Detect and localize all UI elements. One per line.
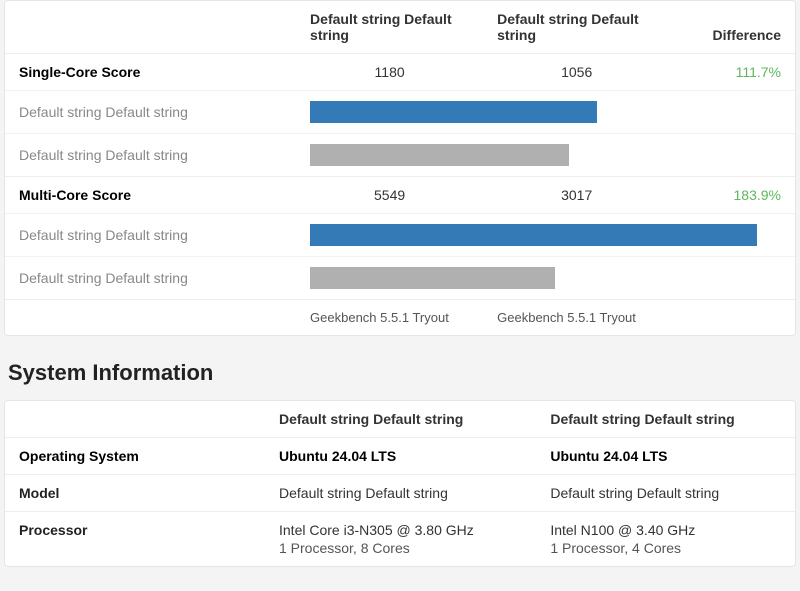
multi-core-bar-b-label: Default string Default string xyxy=(5,257,296,300)
scores-table: Default string Default string Default st… xyxy=(5,1,795,335)
sysinfo-processor-label: Processor xyxy=(5,512,265,567)
page: Default string Default string Default st… xyxy=(0,0,800,567)
sysinfo-processor-b-line2: 1 Processor, 4 Cores xyxy=(550,540,781,556)
sysinfo-model-b: Default string Default string xyxy=(536,475,795,512)
scores-header-blank xyxy=(5,1,296,54)
scores-header-system-b: Default string Default string xyxy=(483,1,670,54)
single-core-value-a: 1180 xyxy=(296,54,483,91)
single-core-bar-b-cell xyxy=(296,134,795,177)
single-core-bar-b-track xyxy=(310,144,781,166)
multi-core-bar-a-row: Default string Default string xyxy=(5,214,795,257)
multi-core-value-b: 3017 xyxy=(483,177,670,214)
scores-footer-b: Geekbench 5.5.1 Tryout xyxy=(483,300,670,336)
single-core-bar-b-label: Default string Default string xyxy=(5,134,296,177)
single-core-bar-a-track xyxy=(310,101,781,123)
multi-core-bar-a-label: Default string Default string xyxy=(5,214,296,257)
scores-card: Default string Default string Default st… xyxy=(4,0,796,336)
multi-core-bar-b-row: Default string Default string xyxy=(5,257,795,300)
scores-footer-a: Geekbench 5.5.1 Tryout xyxy=(296,300,483,336)
multi-core-label: Multi-Core Score xyxy=(5,177,296,214)
sysinfo-header-b: Default string Default string xyxy=(536,401,795,438)
system-info-card: Default string Default string Default st… xyxy=(4,400,796,567)
scores-footer-row: Geekbench 5.5.1 Tryout Geekbench 5.5.1 T… xyxy=(5,300,795,336)
sysinfo-processor-a: Intel Core i3-N305 @ 3.80 GHz 1 Processo… xyxy=(265,512,536,567)
sysinfo-os-a: Ubuntu 24.04 LTS xyxy=(265,438,536,475)
multi-core-value-a: 5549 xyxy=(296,177,483,214)
multi-core-diff: 183.9% xyxy=(670,177,795,214)
single-core-diff: 111.7% xyxy=(670,54,795,91)
multi-core-bar-b-cell xyxy=(296,257,795,300)
sysinfo-os-label: Operating System xyxy=(5,438,265,475)
scores-footer-blank xyxy=(5,300,296,336)
multi-core-row: Multi-Core Score 5549 3017 183.9% xyxy=(5,177,795,214)
sysinfo-model-label: Model xyxy=(5,475,265,512)
single-core-bar-a-cell xyxy=(296,91,795,134)
multi-core-bar-b-track xyxy=(310,267,781,289)
single-core-bar-a-label: Default string Default string xyxy=(5,91,296,134)
sysinfo-processor-row: Processor Intel Core i3-N305 @ 3.80 GHz … xyxy=(5,512,795,567)
sysinfo-os-b: Ubuntu 24.04 LTS xyxy=(536,438,795,475)
sysinfo-header-row: Default string Default string Default st… xyxy=(5,401,795,438)
single-core-bar-a-fill xyxy=(310,101,597,123)
multi-core-bar-a-track xyxy=(310,224,781,246)
scores-header-difference: Difference xyxy=(670,1,795,54)
single-core-bar-b-row: Default string Default string xyxy=(5,134,795,177)
scores-footer-blank2 xyxy=(670,300,795,336)
sysinfo-model-row: Model Default string Default string Defa… xyxy=(5,475,795,512)
single-core-label: Single-Core Score xyxy=(5,54,296,91)
sysinfo-os-row: Operating System Ubuntu 24.04 LTS Ubuntu… xyxy=(5,438,795,475)
sysinfo-header-blank xyxy=(5,401,265,438)
sysinfo-processor-a-line2: 1 Processor, 8 Cores xyxy=(279,540,522,556)
single-core-bar-a-row: Default string Default string xyxy=(5,91,795,134)
sysinfo-header-a: Default string Default string xyxy=(265,401,536,438)
multi-core-bar-b-fill xyxy=(310,267,555,289)
system-info-table: Default string Default string Default st… xyxy=(5,401,795,566)
sysinfo-processor-b: Intel N100 @ 3.40 GHz 1 Processor, 4 Cor… xyxy=(536,512,795,567)
system-info-title: System Information xyxy=(8,360,796,386)
sysinfo-processor-b-line1: Intel N100 @ 3.40 GHz xyxy=(550,522,695,538)
multi-core-bar-a-cell xyxy=(296,214,795,257)
single-core-row: Single-Core Score 1180 1056 111.7% xyxy=(5,54,795,91)
sysinfo-processor-a-line1: Intel Core i3-N305 @ 3.80 GHz xyxy=(279,522,474,538)
scores-header-system-a: Default string Default string xyxy=(296,1,483,54)
scores-header-row: Default string Default string Default st… xyxy=(5,1,795,54)
sysinfo-model-a: Default string Default string xyxy=(265,475,536,512)
single-core-value-b: 1056 xyxy=(483,54,670,91)
single-core-bar-b-fill xyxy=(310,144,569,166)
multi-core-bar-a-fill xyxy=(310,224,757,246)
